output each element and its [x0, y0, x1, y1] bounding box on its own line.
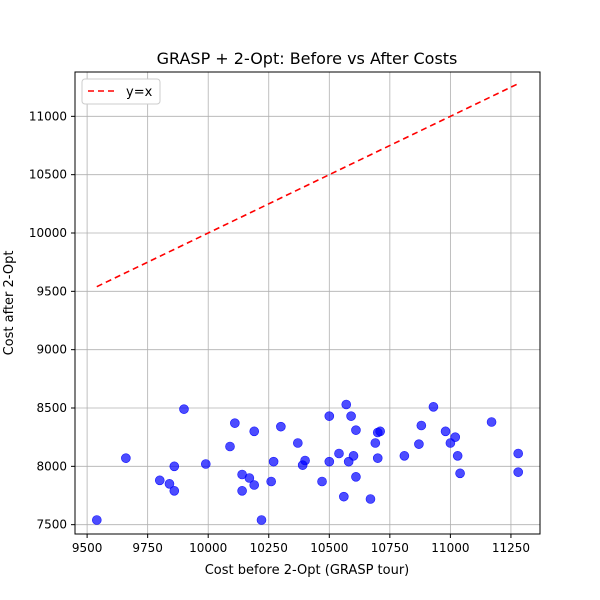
x-tick-label: 10500: [310, 541, 348, 555]
y-tick-label: 7500: [36, 518, 67, 532]
y-axis-label: Cost after 2-Opt: [2, 251, 17, 356]
scatter-point: [351, 472, 361, 482]
reference-line-y-equals-x: [96, 82, 519, 288]
scatter-point: [375, 426, 385, 437]
scatter-point: [276, 421, 286, 432]
scatter-point: [230, 418, 240, 428]
chart-title: GRASP + 2-Opt: Before vs After Costs: [157, 49, 458, 68]
scatter-point: [324, 456, 335, 467]
plot-frame: [74, 71, 541, 535]
scatter-point: [293, 438, 303, 448]
scatter-point: [200, 459, 211, 469]
scatter-point: [513, 467, 524, 477]
scatter-point: [169, 486, 180, 496]
scatter-point: [339, 491, 349, 502]
scatter-point: [513, 448, 524, 459]
scatter-point: [244, 473, 255, 483]
scatter-point: [372, 453, 383, 463]
scatter-point: [154, 475, 165, 486]
scatter-point: [399, 451, 410, 461]
x-tick-label: 10750: [371, 541, 409, 555]
x-tick-label: 10000: [189, 541, 227, 555]
x-tick-label: 9750: [132, 541, 163, 555]
x-tick-label: 9500: [72, 541, 103, 555]
x-tick-label: 11250: [492, 541, 530, 555]
scatter-point: [370, 438, 381, 448]
scatter-point: [91, 515, 102, 525]
grid-lines: [75, 72, 540, 534]
y-tick-label: 9000: [36, 343, 67, 357]
scatter-point: [225, 441, 235, 452]
scatter-point: [268, 456, 279, 467]
y-tick-label: 8500: [36, 401, 67, 415]
legend-label: y=x: [126, 85, 153, 100]
y-tick-label: 10000: [29, 226, 67, 240]
scatter-point: [428, 402, 439, 412]
scatter-point: [440, 426, 451, 437]
scatter-point: [334, 448, 344, 459]
scatter-point: [237, 486, 247, 496]
scatter-point: [121, 453, 131, 463]
scatter-point: [266, 476, 276, 487]
scatter-point: [346, 411, 356, 421]
scatter-point: [179, 404, 189, 414]
scatter-points: [91, 399, 524, 525]
scatter-point: [416, 420, 427, 431]
scatter-point: [341, 399, 352, 410]
scatter-point: [249, 480, 260, 490]
scatter-point: [249, 426, 260, 437]
scatter-point: [455, 468, 465, 479]
axis-ticks: 9500 9750 10000 10250 10500 10750 11000 11250 75…: [29, 109, 530, 555]
scatter-point: [450, 432, 461, 442]
scatter-point: [486, 417, 497, 427]
legend: y=x: [81, 78, 161, 105]
y-tick-label: 10500: [29, 168, 67, 182]
scatter-point: [365, 494, 376, 504]
scatter-point: [169, 461, 180, 472]
scatter-point: [324, 411, 335, 421]
x-tick-label: 11000: [431, 541, 469, 555]
y-tick-label: 9500: [36, 284, 67, 298]
scatter-point: [351, 425, 361, 435]
scatter-point: [317, 476, 327, 487]
scatter-point: [164, 479, 175, 489]
scatter-point: [256, 515, 267, 525]
y-tick-label: 11000: [29, 109, 67, 123]
scatter-point: [452, 451, 463, 461]
scatter-point: [348, 451, 359, 461]
scatter-point: [300, 455, 310, 466]
reference-line-layer: [96, 82, 519, 288]
y-tick-label: 8000: [36, 459, 67, 473]
scatter-point: [414, 439, 424, 449]
x-axis-label: Cost before 2-Opt (GRASP tour): [205, 563, 410, 578]
legend-box: [81, 78, 161, 105]
x-tick-label: 10250: [250, 541, 288, 555]
